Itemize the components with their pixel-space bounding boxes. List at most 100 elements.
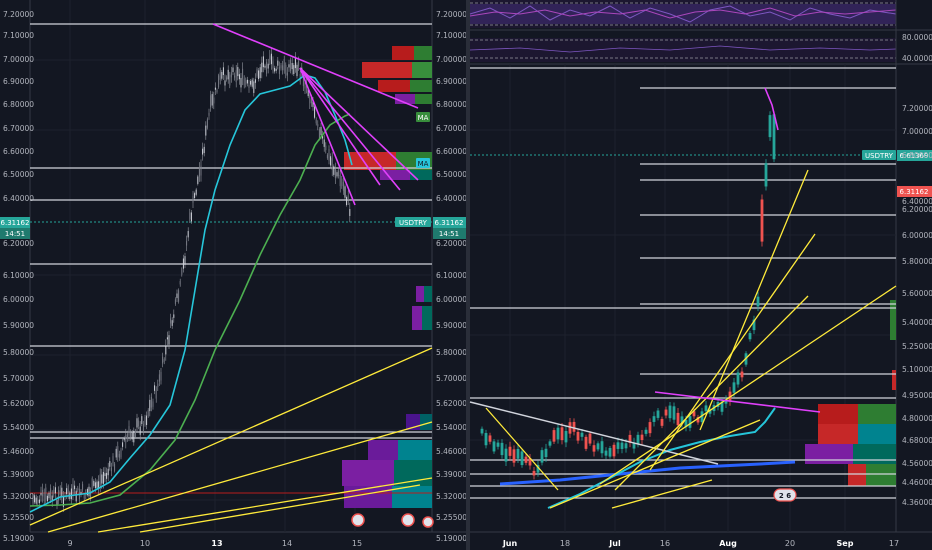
candle	[75, 490, 77, 502]
candle	[96, 481, 98, 488]
candle	[676, 412, 680, 426]
right-chart[interactable]: 80.0000 40.0000	[469, 0, 932, 550]
candle	[600, 441, 604, 454]
candle	[128, 426, 130, 436]
candle	[496, 442, 500, 447]
candle	[59, 490, 61, 495]
price-label: 7.10000	[3, 31, 34, 40]
time-label: 18	[560, 539, 570, 548]
price-label: 5.19000	[436, 534, 467, 543]
price-label: 6.80000	[436, 100, 467, 109]
price-label: 6.80000	[902, 151, 932, 160]
price-label: 7.00000	[3, 55, 34, 64]
panel-separator[interactable]	[466, 0, 470, 550]
candle	[259, 67, 261, 78]
price-label: 5.62000	[3, 399, 34, 408]
event-flag-icon[interactable]	[422, 516, 434, 528]
candle	[318, 129, 320, 139]
event-flag-icon[interactable]	[351, 513, 365, 527]
candle	[484, 433, 488, 446]
candle	[178, 290, 180, 302]
candle	[246, 79, 248, 84]
candle	[338, 170, 340, 177]
price-label: 6.00000	[3, 295, 34, 304]
candle	[194, 193, 196, 198]
candle	[110, 467, 112, 472]
candle	[32, 495, 34, 504]
candle	[724, 399, 728, 404]
candle	[218, 75, 220, 88]
candle	[282, 65, 284, 71]
candle	[134, 430, 136, 437]
candle	[732, 382, 736, 393]
candle	[512, 449, 516, 463]
candle	[704, 405, 708, 412]
candle	[107, 468, 109, 476]
candle	[54, 487, 56, 494]
candle	[262, 56, 264, 68]
right-price-tag-label: 6.61369	[900, 152, 929, 160]
candle	[179, 281, 181, 285]
candle	[117, 446, 119, 458]
right-trendlines-yellow	[485, 169, 897, 509]
right-candles	[480, 111, 776, 480]
candle	[556, 427, 560, 440]
left-horizontal-levels	[30, 23, 432, 439]
candle	[77, 487, 79, 491]
candle	[150, 396, 152, 408]
right-price-tag	[897, 150, 932, 161]
left-price-tag	[0, 217, 30, 228]
candle	[270, 53, 272, 65]
price-label: 5.25000	[902, 342, 932, 351]
candle	[147, 410, 149, 416]
candle	[72, 484, 74, 494]
price-label: 4.46000	[902, 478, 932, 487]
price-label: 5.60000	[902, 289, 932, 298]
candle	[160, 371, 162, 381]
candle	[333, 166, 335, 175]
candle	[480, 428, 484, 434]
candle	[516, 448, 520, 459]
candle	[152, 401, 154, 407]
candle	[157, 383, 159, 388]
price-label: 5.19000	[3, 534, 34, 543]
candle	[660, 418, 664, 426]
time-label: 13	[211, 539, 222, 548]
candle	[604, 450, 608, 456]
candle	[564, 430, 568, 443]
candle	[106, 472, 108, 479]
candle	[250, 80, 252, 85]
price-label: 7.20000	[902, 104, 932, 113]
candle	[93, 480, 95, 486]
candle	[227, 69, 229, 80]
candle	[51, 495, 53, 502]
left-chart[interactable]: MA MA USDTRY 6.31162 14:51 6.31162 14:51…	[0, 0, 467, 550]
candle	[280, 65, 282, 69]
event-flag-icon[interactable]	[401, 513, 415, 527]
candle	[88, 486, 90, 497]
candle	[102, 471, 104, 484]
price-label: 5.10000	[902, 365, 932, 374]
candle	[572, 421, 576, 432]
candle	[195, 189, 197, 195]
right-ma-cyan	[547, 407, 776, 509]
left-volume-profile	[342, 46, 432, 508]
candle	[294, 56, 296, 69]
candle	[524, 456, 528, 463]
right-oscillator-pane	[469, 0, 932, 65]
left-symbol-tag-label: USDTRY	[399, 219, 428, 227]
candle	[508, 446, 512, 456]
price-label: 6.10000	[436, 271, 467, 280]
candle	[330, 156, 332, 166]
candle	[628, 434, 632, 443]
left-event-icons[interactable]	[351, 513, 434, 528]
event-badge-icon[interactable]	[773, 488, 797, 502]
candle	[114, 463, 116, 471]
candle	[504, 448, 508, 462]
right-last-tag	[897, 186, 932, 197]
left-right-countdown-tag	[433, 228, 466, 239]
candle	[664, 409, 668, 416]
left-right-price-tag	[433, 217, 466, 228]
candle	[323, 139, 325, 147]
